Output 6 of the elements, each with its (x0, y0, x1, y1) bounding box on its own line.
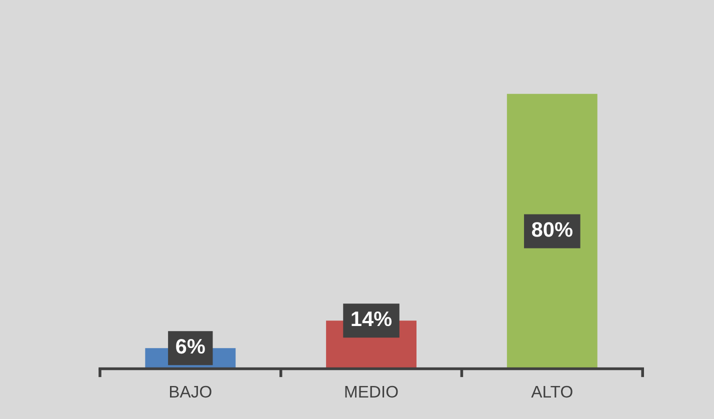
data-label: 6% (176, 338, 205, 354)
data-label: 14% (352, 312, 392, 326)
x-tick-label: MEDIO (345, 386, 398, 398)
data-label: 80% (532, 222, 572, 237)
x-tick-label: ALTO (531, 386, 572, 398)
x-tick-label: BAJO (170, 386, 212, 398)
